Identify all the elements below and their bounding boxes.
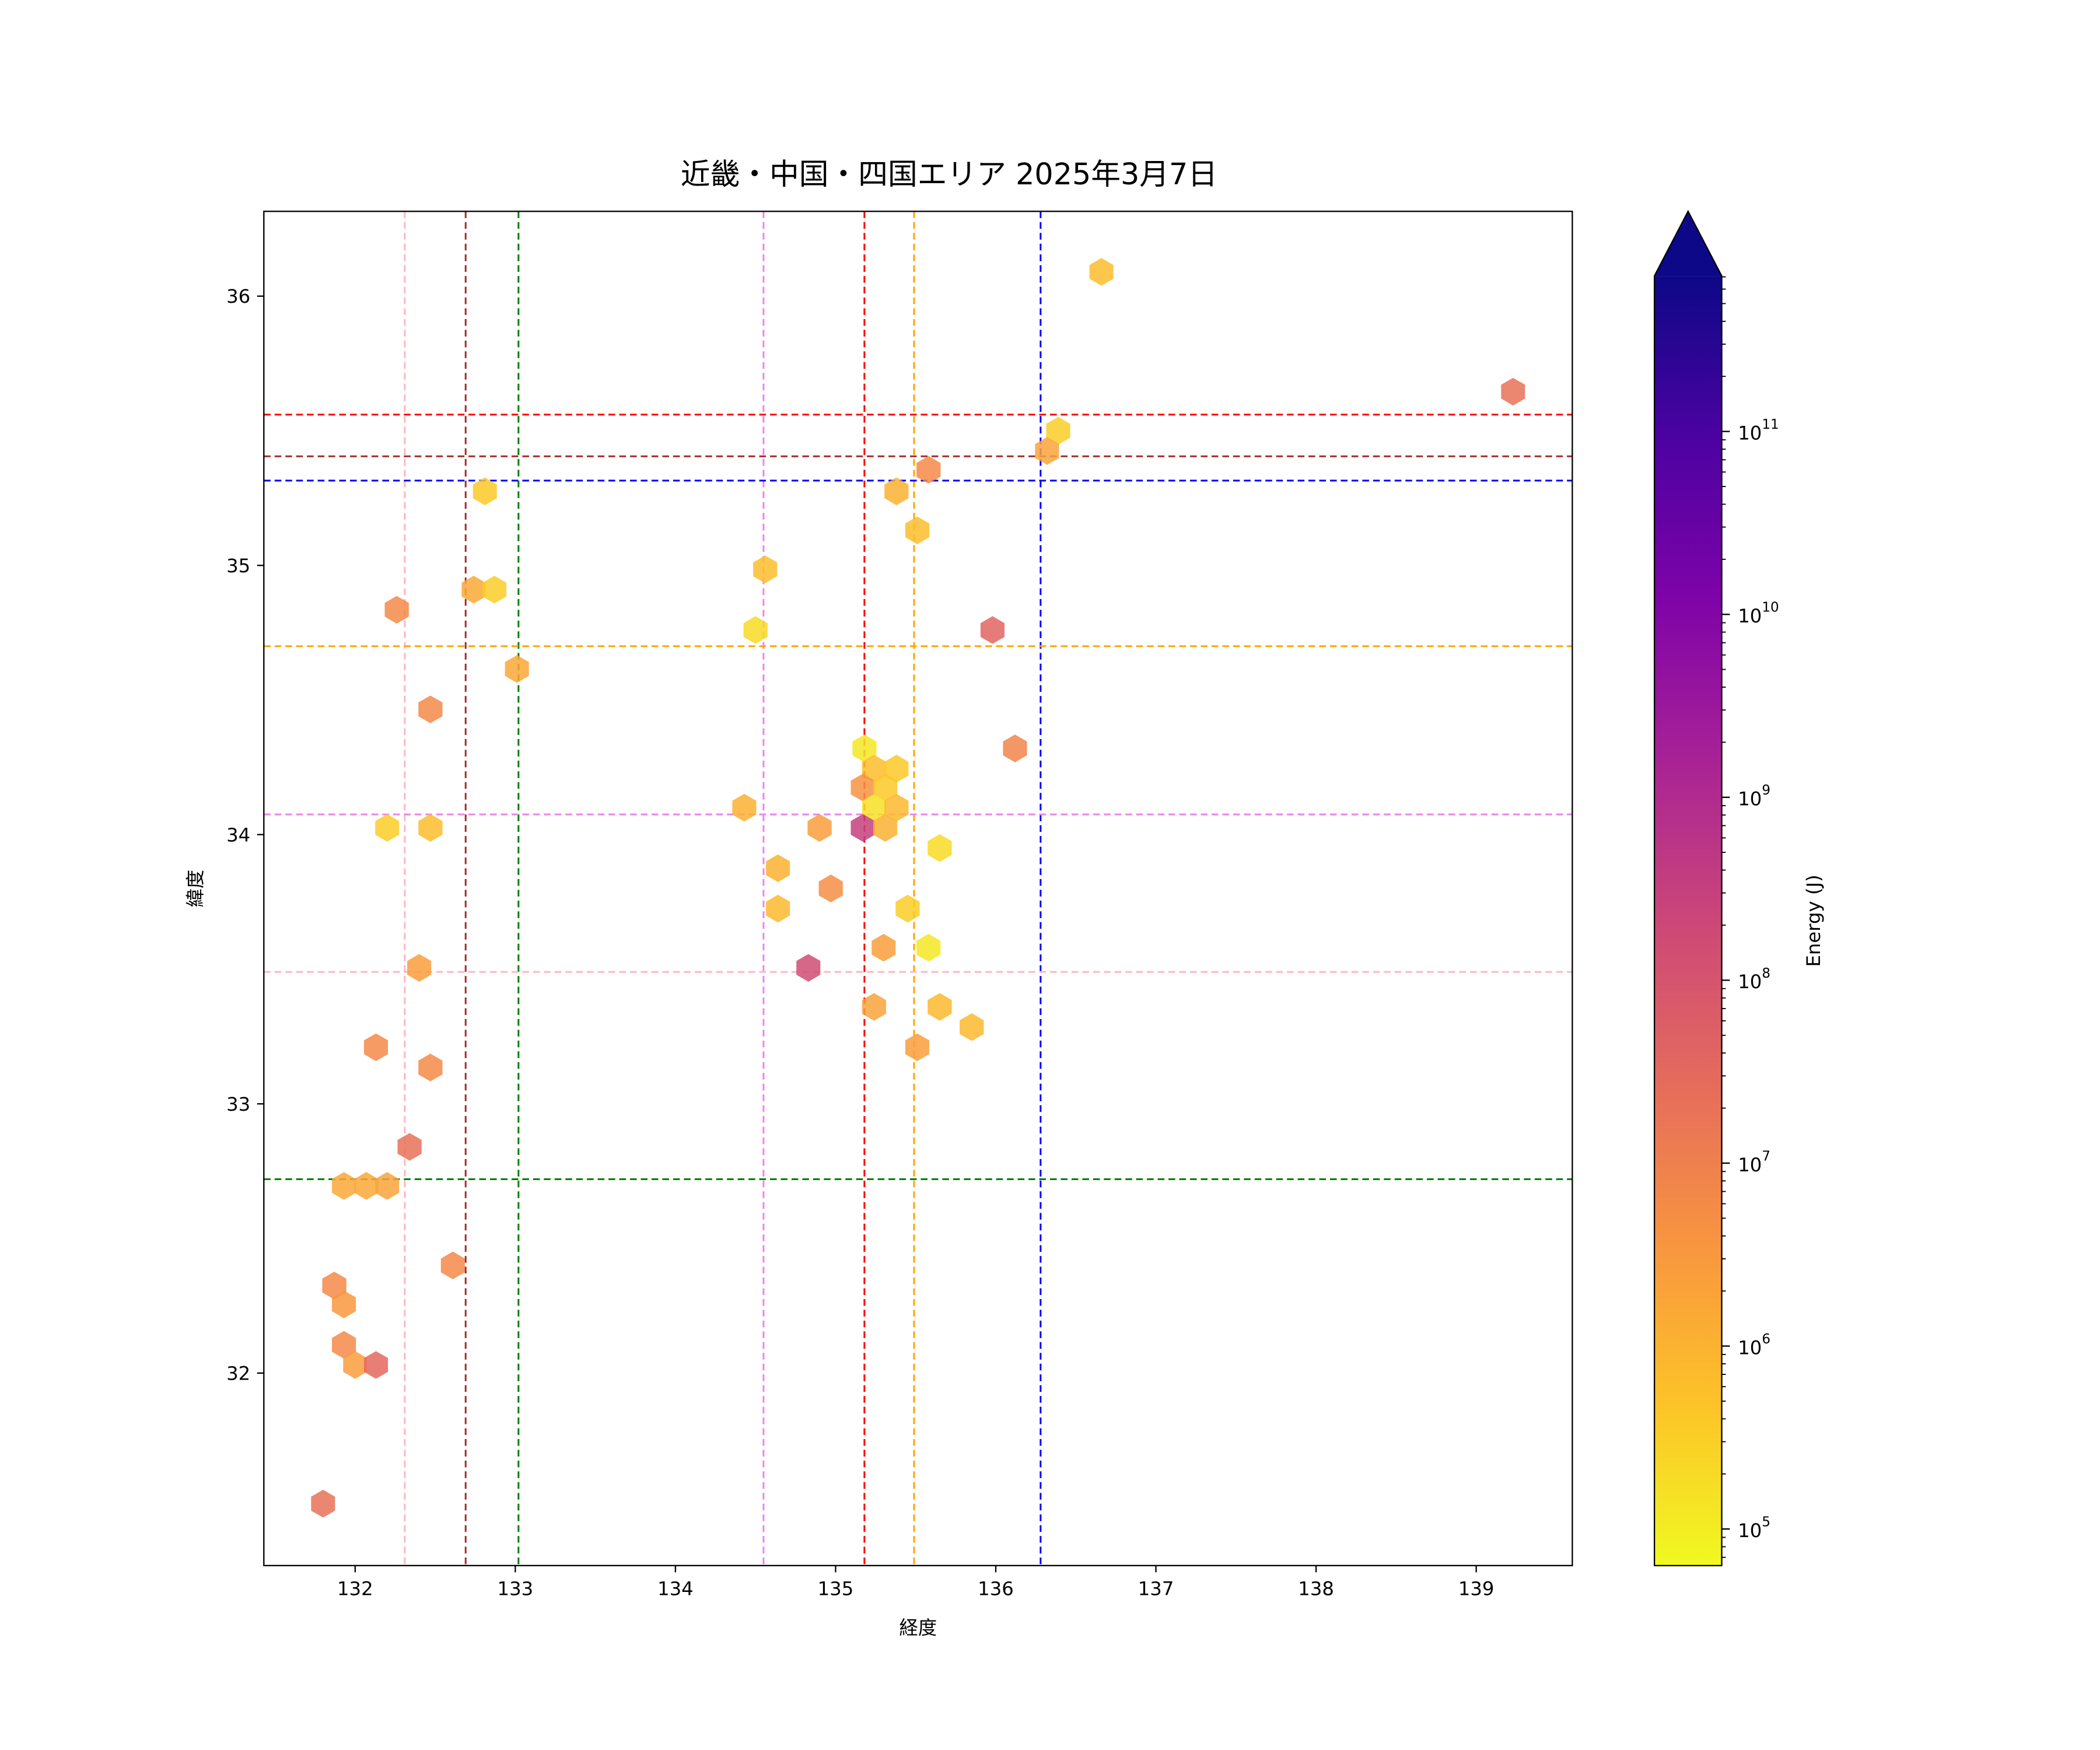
colorbar-tick-label: 1010 [1738, 600, 1779, 627]
hexbin-cell [322, 1272, 346, 1300]
hexbin-cell [384, 596, 409, 624]
hexbin-cell [753, 555, 778, 583]
hexbin-cell [766, 854, 790, 883]
hexbin-cell [332, 1172, 356, 1200]
hexbin-cell [862, 793, 886, 822]
hexbin-cell [873, 774, 898, 802]
hexbin-cell [928, 834, 952, 862]
x-tick-label: 139 [1458, 1578, 1494, 1600]
colorbar-tick-label: 1011 [1738, 417, 1779, 444]
colorbar-tick-label: 105 [1738, 1515, 1770, 1542]
hexbin-cell [873, 814, 898, 842]
x-tick-label: 132 [337, 1578, 373, 1600]
hexbin-cell [905, 516, 929, 544]
hexbin-cell [407, 954, 432, 982]
hexbin-cell [1501, 377, 1525, 406]
x-tick-label: 138 [1298, 1578, 1334, 1600]
colorbar-gradient [1654, 276, 1722, 1566]
hexbin-cell [375, 814, 400, 842]
hexbin-cell [461, 576, 486, 604]
hexbin-cell [916, 933, 941, 962]
y-tick-label: 33 [226, 1093, 250, 1115]
hexbin-cell [895, 894, 920, 923]
x-axis-label: 経度 [900, 1617, 937, 1639]
hexbin-cell [418, 1054, 443, 1082]
hexbin-cell [960, 1013, 984, 1041]
y-tick-label: 35 [226, 555, 250, 577]
hexbin-cell [796, 954, 821, 982]
colorbar-label: Energy (J) [1803, 874, 1825, 967]
hexbin-cell [884, 793, 909, 822]
hexbin-cell [364, 1033, 388, 1062]
hexbin-cell [418, 695, 443, 723]
hexbin-cell [343, 1351, 368, 1379]
hexbin-cell [872, 933, 896, 962]
hexbin-cell [1035, 437, 1059, 465]
x-tick-label: 134 [657, 1578, 694, 1600]
hexbin-cell [980, 616, 1005, 644]
hexbin-cell [1003, 734, 1027, 762]
hexbin-cell [418, 814, 443, 842]
hexbin-cell [818, 874, 843, 902]
hexbin-cell [928, 993, 952, 1021]
hexbin-cell [807, 814, 832, 842]
reference-lines [264, 211, 1573, 1566]
hexbin-cell [397, 1133, 422, 1161]
x-tick-label: 137 [1138, 1578, 1174, 1600]
hexbin-cell [850, 814, 875, 842]
hexbin-cell [1089, 258, 1114, 286]
y-axis-label: 緯度 [184, 870, 206, 908]
colorbar-extend-arrow [1654, 211, 1722, 276]
plot-frame [263, 211, 1573, 1566]
hexbin-cell [905, 1033, 929, 1062]
hexbin-cell [311, 1489, 335, 1518]
colorbar-outline [1653, 209, 1723, 1566]
hexbin-cell [375, 1172, 400, 1200]
hexbin-cell [850, 774, 875, 802]
x-axis: 132 133 134 135 136 137 138 139 [337, 1565, 1494, 1600]
hexbin-cell [440, 1251, 465, 1279]
hexbin-cell [884, 477, 909, 506]
hexbin-cell [364, 1351, 388, 1379]
hexbin-cell [354, 1172, 379, 1200]
colorbar-tick-label: 107 [1738, 1149, 1770, 1175]
y-tick-label: 36 [226, 285, 250, 307]
x-tick-label: 133 [498, 1578, 534, 1600]
y-tick-label: 32 [226, 1362, 250, 1384]
hexbin-cells [311, 258, 1525, 1518]
hexbin-cell [852, 734, 877, 762]
hexbin-cell [732, 793, 757, 822]
hexbin-cell [743, 616, 768, 644]
hexbin-cell [766, 894, 790, 923]
hexbin-cell [332, 1290, 356, 1318]
hexbin-cell [884, 754, 909, 783]
colorbar-tick-label: 106 [1738, 1332, 1770, 1359]
hexbin-cell [332, 1331, 356, 1359]
x-tick-label: 135 [818, 1578, 854, 1600]
y-axis: 32 33 34 35 36 [226, 285, 264, 1384]
hexbin-cell [482, 576, 507, 604]
colorbar-tick-label: 108 [1738, 966, 1770, 993]
hexbin-cell [916, 456, 941, 484]
colorbar: 105 106 107 108 109 1010 1011 Energy (J) [1653, 209, 1825, 1566]
x-tick-label: 136 [978, 1578, 1014, 1600]
hexbin-cell [862, 993, 886, 1021]
colorbar-tick-label: 109 [1738, 783, 1770, 810]
hexbin-cell [473, 477, 497, 506]
hexbin-cell [862, 754, 886, 783]
y-tick-label: 34 [226, 824, 250, 846]
hexbin-cell [1046, 416, 1070, 445]
chart-title: 近畿・中国・四国エリア 2025年3月7日 [681, 157, 1217, 191]
hexbin-cell [505, 655, 529, 683]
